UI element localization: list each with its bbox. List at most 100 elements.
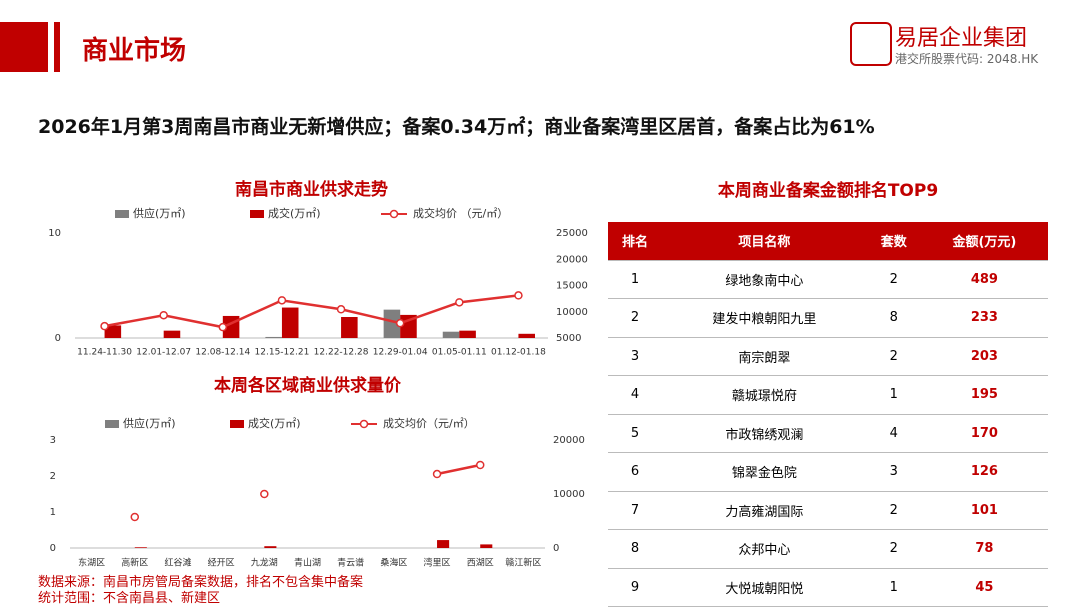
note: 统计范围：不含南昌县、新建区 — [38, 591, 221, 606]
legend-swatch — [115, 210, 129, 218]
table-title: 本周商业备案金额排名TOP9 — [717, 181, 939, 201]
title-bar — [54, 22, 60, 72]
cell: 8 — [866, 298, 921, 338]
chart-title: 南昌市商业供求走势 — [235, 179, 388, 200]
y-tick-label: 0 — [55, 333, 61, 344]
column-header: 金额(万元) — [920, 222, 1048, 261]
bar — [104, 325, 122, 338]
point — [100, 321, 109, 331]
cell: 3 — [866, 452, 921, 492]
table-row: 3 南宗朗翠 2 203 — [608, 337, 1048, 376]
point — [432, 469, 442, 479]
line — [436, 463, 481, 476]
point — [130, 512, 140, 522]
x-tick-label: 01.12-01.18 — [491, 348, 546, 358]
bar — [163, 330, 181, 338]
y2-tick-label: 0 — [553, 543, 559, 554]
cell: 203 — [920, 337, 1048, 376]
y2-tick-label: 25000 — [556, 228, 588, 239]
point — [260, 489, 269, 499]
cell: 8 — [608, 529, 663, 569]
x-tick-label: 12.22-12.28 — [314, 348, 369, 358]
x-tick-label: 东湖区 — [78, 557, 105, 569]
cell: 195 — [920, 375, 1048, 415]
cell: 101 — [920, 491, 1048, 530]
point — [395, 318, 405, 328]
legend-swatch — [250, 210, 264, 218]
cell: 赣城璟悦府 — [662, 375, 867, 415]
cell: 6 — [608, 452, 663, 492]
bar — [264, 546, 277, 548]
cell: 1 — [608, 260, 663, 299]
legend-label: 成交(万㎡) — [248, 416, 301, 430]
column-header: 项目名称 — [662, 222, 867, 261]
cell: 5 — [608, 414, 663, 453]
cell: 1 — [866, 375, 921, 415]
x-tick-label: 湾里区 — [424, 557, 451, 569]
x-tick-label: 桑海区 — [380, 557, 407, 569]
x-tick-label: 高新区 — [121, 557, 148, 569]
line — [104, 294, 519, 329]
header-row: 排名 项目名称 套数 金额(万元) — [608, 222, 1048, 261]
note: 数据来源：南昌市房管局备案数据，排名不包含集中备案 — [38, 575, 364, 590]
legend-marker — [359, 419, 369, 429]
table-row: 4 赣城璟悦府 1 195 — [608, 375, 1048, 415]
x-tick-label: 12.08-12.14 — [195, 348, 250, 358]
bar — [341, 317, 358, 338]
legend-label: 成交均价 （元/㎡） — [413, 206, 508, 220]
cell: 489 — [920, 260, 1048, 299]
cell: 锦翠金色院 — [662, 452, 867, 492]
table-row: 7 力高雍湖国际 2 101 — [608, 491, 1048, 530]
bar — [442, 331, 460, 338]
cell: 233 — [920, 298, 1048, 338]
charts: 南昌市商业供求走势01050001000015000200002500011.2… — [48, 179, 588, 569]
point — [514, 291, 523, 300]
x-tick-label: 青云谱 — [337, 557, 364, 569]
cell: 力高雍湖国际 — [662, 491, 867, 530]
cell: 126 — [920, 452, 1048, 492]
cell: 2 — [866, 529, 921, 569]
y2-tick-label: 10000 — [556, 307, 588, 318]
bar — [437, 540, 450, 548]
x-tick-label: 12.15-12.21 — [255, 348, 310, 358]
x-tick-label: 经开区 — [208, 557, 235, 569]
table-row: 2 建发中粮朝阳九里 8 233 — [608, 298, 1048, 338]
stock-code: 港交所股票代码: 2048.HK — [895, 52, 1039, 66]
point — [218, 322, 228, 332]
notes: 数据来源：南昌市房管局备案数据，排名不包含集中备案 统计范围：不含南昌县、新建区 — [38, 575, 363, 607]
cell: 3 — [608, 337, 663, 376]
bar — [480, 544, 493, 548]
x-tick-label: 01.05-01.11 — [432, 348, 487, 358]
x-tick-label: 11.24-11.30 — [77, 348, 132, 358]
bar — [281, 307, 299, 338]
cell: 2 — [866, 260, 921, 299]
point — [159, 310, 168, 320]
table-row: 6 锦翠金色院 3 126 — [608, 452, 1048, 492]
cell: 1 — [866, 568, 921, 607]
cell: 建发中粮朝阳九里 — [662, 298, 867, 338]
y-tick-label: 1 — [50, 507, 56, 518]
x-tick-label: 红谷滩 — [164, 557, 191, 569]
y-tick-label: 3 — [50, 435, 56, 446]
point — [336, 305, 346, 314]
cell: 9 — [608, 568, 663, 607]
bar — [383, 309, 401, 338]
point — [455, 298, 464, 307]
title-bar — [0, 22, 48, 72]
cell: 45 — [920, 568, 1048, 607]
table-row: 9 大悦城朝阳悦 1 45 — [608, 568, 1048, 607]
table-row: 1 绿地象南中心 2 489 — [608, 260, 1048, 299]
cell: 2 — [608, 298, 663, 338]
headline: 2026年1月第3周南昌市商业无新增供应；备案0.34万㎡；商业备案湾里区居首，… — [38, 116, 875, 138]
legend-swatch — [105, 420, 119, 428]
bar — [265, 336, 282, 338]
y2-tick-label: 10000 — [553, 489, 585, 500]
table-row: 8 众邦中心 2 78 — [608, 529, 1048, 569]
table-row: 5 市政锦绣观澜 4 170 — [608, 414, 1048, 453]
y2-tick-label: 20000 — [556, 254, 588, 265]
page-title: 商业市场 — [82, 36, 187, 66]
x-tick-label: 12.01-12.07 — [136, 348, 191, 358]
logo-text: 易居企业集团 — [895, 26, 1028, 51]
cell: 2 — [866, 491, 921, 530]
